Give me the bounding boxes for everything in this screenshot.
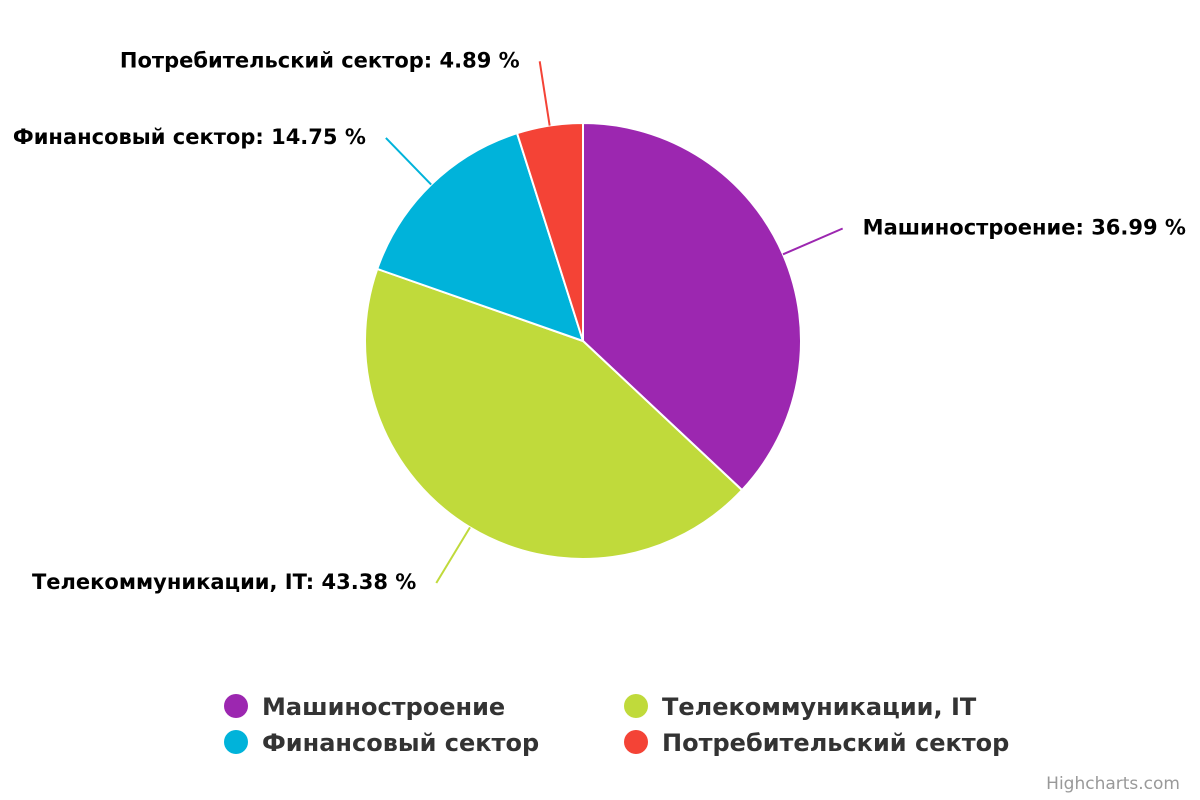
data-label: Финансовый сектор: 14.75 % <box>13 125 366 149</box>
credits[interactable]: Highcharts.com <box>1046 774 1180 794</box>
data-label: Машиностроение: 36.99 % <box>863 215 1186 239</box>
legend-label[interactable]: Телекоммуникации, IT <box>662 693 977 721</box>
legend-label[interactable]: Машиностроение <box>262 693 505 721</box>
legend-marker[interactable] <box>624 694 648 718</box>
legend-label[interactable]: Потребительский сектор <box>662 729 1009 757</box>
data-label: Телекоммуникации, IT: 43.38 % <box>32 570 416 594</box>
pie-slice[interactable] <box>364 267 744 560</box>
legend-label[interactable]: Финансовый сектор <box>262 729 539 757</box>
legend-marker[interactable] <box>224 694 248 718</box>
connector <box>385 137 432 186</box>
pie-slice[interactable] <box>375 131 585 343</box>
legend-marker[interactable] <box>624 730 648 754</box>
data-label: Потребительский сектор: 4.89 % <box>120 48 520 72</box>
connector <box>435 526 471 584</box>
legend-marker[interactable] <box>224 730 248 754</box>
connector <box>538 61 551 126</box>
connector <box>782 227 844 256</box>
